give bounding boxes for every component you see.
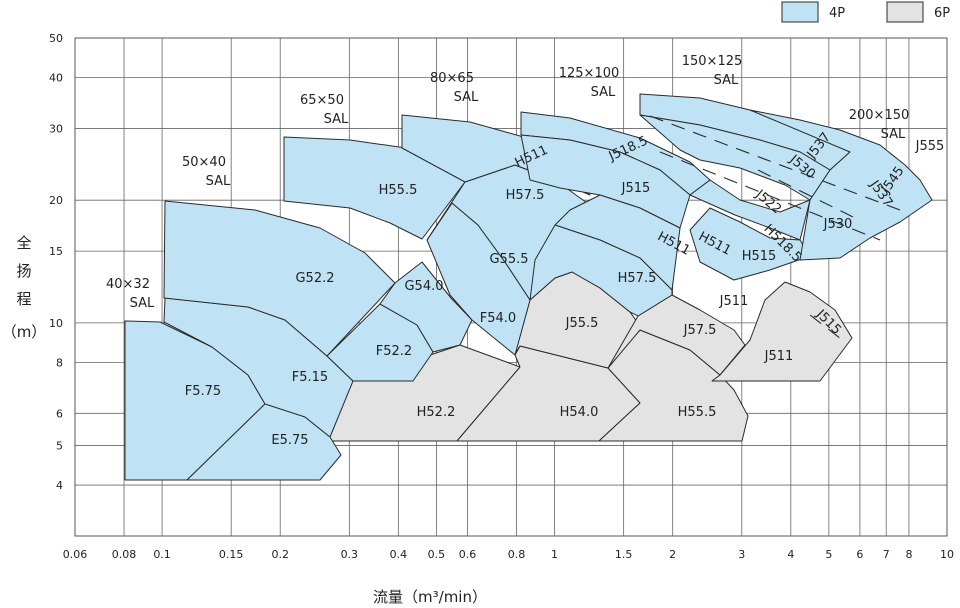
legend-label: 4P	[829, 6, 845, 21]
model-label-4p: G54.0	[404, 279, 443, 294]
x-tick-label: 1	[551, 548, 558, 561]
model-label-4p: H57.5	[506, 188, 545, 203]
x-tick-label: 0.3	[341, 548, 359, 561]
y-axis-title-1: 全	[16, 234, 31, 252]
x-tick-label: 2	[669, 548, 676, 561]
pump-group-size: 150×125	[682, 54, 743, 69]
plot-frame	[74, 37, 948, 537]
x-tick-label: 3	[738, 548, 745, 561]
pump-group-size: 125×100	[559, 66, 620, 81]
model-label-6p: J511	[719, 294, 749, 309]
x-tick-label: 0.1	[153, 548, 171, 561]
model-label-4p: E5.75	[271, 433, 308, 448]
pump-group-size: 50×40	[182, 155, 226, 170]
pump-region	[711, 281, 853, 382]
pump-group-size: 80×65	[430, 71, 474, 86]
impeller-dashed-line	[757, 169, 856, 219]
y-tick-label: 6	[56, 407, 63, 420]
model-label-6p: H52.2	[417, 405, 456, 420]
y-tick-label: 40	[49, 71, 63, 84]
x-tick-label: 0.8	[508, 548, 526, 561]
x-tick-label: 4	[787, 548, 794, 561]
x-tick-label: 8	[905, 548, 912, 561]
x-tick-label: 0.08	[112, 548, 137, 561]
pump-region	[163, 200, 396, 357]
pump-group-series: SAL	[130, 296, 155, 311]
model-label-4p: F5.15	[292, 370, 328, 385]
impeller-dashed-line	[659, 151, 881, 241]
axis-ticks: 0.06 0.08 0.1 0.15 0.2 0.3 0.4 0.5 0.6 0.8 1 1.5 2 3 4…	[49, 32, 954, 561]
legend-label: 6P	[934, 6, 950, 21]
model-label-4p: H515	[742, 249, 777, 264]
pump-group-series: SAL	[714, 73, 739, 88]
x-tick-label: 7	[883, 548, 890, 561]
model-label-4p: G52.2	[295, 271, 334, 286]
y-tick-label: 20	[49, 194, 63, 207]
y-axis-title-2: 扬	[16, 262, 31, 280]
model-label-6p: J511	[764, 349, 794, 364]
pump-group-size: 40×32	[106, 277, 150, 292]
pump-group-series: SAL	[324, 112, 349, 127]
pump-region	[529, 224, 673, 317]
y-tick-label: 5	[56, 440, 63, 453]
y-axis-title-3: 程	[16, 290, 31, 308]
x-tick-label: 0.4	[390, 548, 408, 561]
model-label-6p: H55.5	[678, 405, 717, 420]
y-tick-label: 15	[49, 245, 63, 258]
pump-group-series: SAL	[591, 85, 616, 100]
model-label-4p: F54.0	[480, 311, 516, 326]
model-label-4p: F5.75	[185, 384, 221, 399]
x-tick-label: 1.5	[615, 548, 633, 561]
pump-group-series: SAL	[206, 174, 231, 189]
y-axis-title-4: （m）	[2, 323, 47, 341]
model-label-4p: F52.2	[376, 344, 412, 359]
pump-group-series: SAL	[881, 127, 906, 142]
model-label-6p: J55.5	[565, 316, 599, 331]
pump-regions	[124, 93, 933, 481]
x-tick-label: 0.06	[63, 548, 88, 561]
legend: 4P 6P	[781, 1, 950, 23]
model-label-4p: J530	[823, 217, 853, 232]
x-tick-label: 6	[856, 548, 863, 561]
x-tick-label: 0.15	[219, 548, 244, 561]
y-tick-label: 30	[49, 122, 63, 135]
impeller-dashed-line	[809, 314, 846, 343]
model-label-4p: G55.5	[489, 252, 528, 267]
model-label-6p: H54.0	[560, 405, 599, 420]
legend-swatch	[781, 1, 819, 23]
pump-region	[749, 109, 933, 261]
x-tick-label: 0.6	[459, 548, 477, 561]
y-tick-label: 4	[56, 479, 63, 492]
x-axis-title: 流量（m³/min）	[373, 588, 487, 606]
y-tick-label: 50	[49, 32, 63, 45]
impeller-divider-lines	[649, 115, 901, 343]
pump-group-size: 200×150	[849, 108, 910, 123]
x-tick-label: 0.5	[428, 548, 446, 561]
y-tick-label: 10	[49, 317, 63, 330]
x-tick-label: 5	[825, 548, 832, 561]
x-tick-label: 0.2	[271, 548, 289, 561]
y-tick-label: 8	[56, 356, 63, 369]
model-label-4p: H55.5	[379, 183, 418, 198]
model-label-4p: H57.5	[618, 271, 657, 286]
pump-group-size: 65×50	[300, 93, 344, 108]
pump-group-series: SAL	[454, 90, 479, 105]
x-tick-label: 10	[940, 548, 954, 561]
model-label-6p: J57.5	[683, 323, 717, 338]
legend-swatch	[886, 1, 924, 23]
model-label-4p: J555	[915, 139, 945, 154]
model-label-4p: J515	[621, 181, 651, 196]
pump-group-labels: 40×32 SAL 50×40 SAL 65×50 SAL 80×65 SAL 125×100 S…	[106, 54, 909, 311]
